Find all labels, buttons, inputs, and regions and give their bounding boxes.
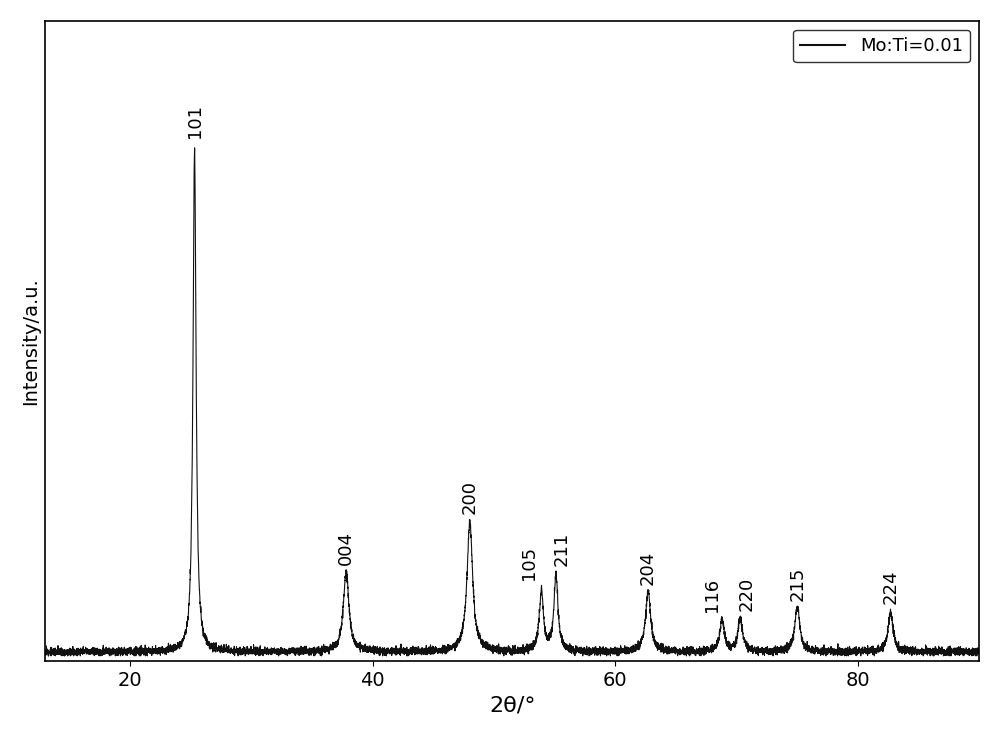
Legend: Mo:Ti=0.01: Mo:Ti=0.01: [793, 30, 970, 63]
Text: 116: 116: [703, 578, 721, 612]
Text: 220: 220: [737, 577, 755, 611]
Text: 204: 204: [639, 551, 657, 585]
Text: 215: 215: [788, 567, 806, 601]
X-axis label: 2θ/°: 2θ/°: [489, 696, 536, 715]
Text: 105: 105: [520, 546, 538, 580]
Text: 211: 211: [553, 531, 571, 566]
Text: 004: 004: [337, 531, 355, 565]
Text: 224: 224: [882, 570, 900, 604]
Y-axis label: Intensity/a.u.: Intensity/a.u.: [21, 277, 40, 405]
Text: 200: 200: [461, 481, 479, 514]
Text: 101: 101: [186, 104, 204, 138]
